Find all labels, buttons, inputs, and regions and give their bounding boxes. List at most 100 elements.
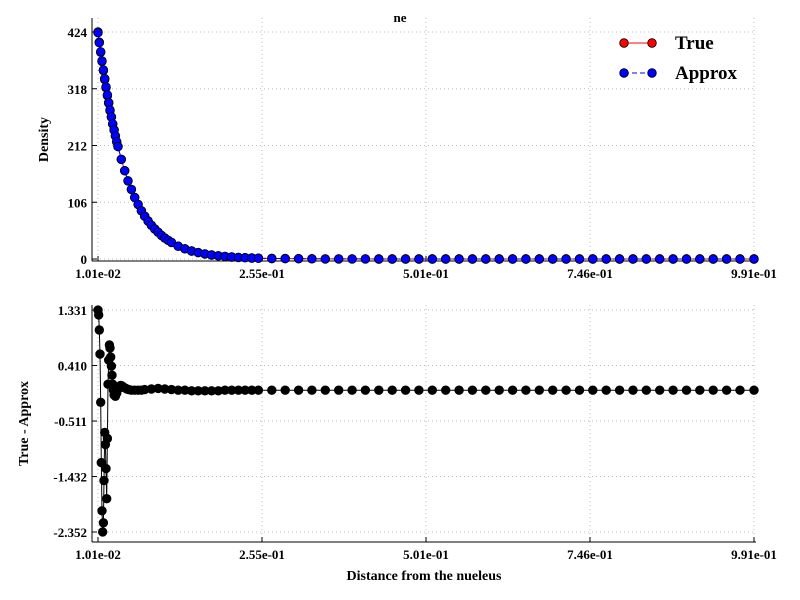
data-point <box>119 165 130 176</box>
data-point <box>521 385 531 395</box>
y-tick-label: -2.352 <box>53 525 87 540</box>
data-point <box>93 310 104 320</box>
data-point <box>267 385 277 395</box>
data-point <box>561 385 571 395</box>
data-point <box>98 518 109 528</box>
y-tick-label: -0.511 <box>54 414 87 429</box>
data-point <box>106 361 117 371</box>
data-point <box>454 385 464 395</box>
data-point <box>94 325 105 335</box>
density-panel: 1.01e-02 2.55e-01 5.01e-01 7.46e-01 9.91e-01… <box>37 10 777 281</box>
data-point <box>99 475 109 486</box>
data-point <box>95 397 106 408</box>
y-tick-label: 1.331 <box>58 303 87 318</box>
data-point <box>655 385 665 395</box>
x-tick-label: 9.91e-01 <box>731 266 777 281</box>
data-point <box>494 385 504 395</box>
data-point <box>681 385 692 395</box>
data-point <box>93 28 103 38</box>
legend: True Approx <box>619 33 737 84</box>
data-point <box>253 385 264 395</box>
data-point <box>414 385 424 395</box>
data-point <box>507 385 518 395</box>
data-point <box>668 385 678 395</box>
data-point <box>414 254 424 264</box>
x-tick-label: 5.01e-01 <box>403 266 449 281</box>
data-point <box>102 433 113 444</box>
data-point <box>521 254 531 264</box>
data-point <box>668 254 678 264</box>
data-point <box>601 254 611 264</box>
data-point <box>628 385 638 395</box>
legend-marker <box>647 68 657 78</box>
data-point <box>320 385 331 395</box>
data-point <box>105 343 115 353</box>
data-point <box>708 254 718 264</box>
data-point <box>749 385 759 395</box>
data-point <box>494 254 504 264</box>
data-point <box>387 385 397 395</box>
data-point <box>307 254 317 264</box>
x-tick-label: 7.46e-01 <box>567 547 613 562</box>
data-point <box>467 385 478 395</box>
data-point <box>280 385 290 395</box>
data-point <box>507 254 518 264</box>
data-point <box>97 56 107 66</box>
x-tick-label: 1.01e-02 <box>75 547 121 562</box>
data-point <box>467 254 478 264</box>
data-point <box>641 385 652 395</box>
y-tick-label: 0.410 <box>58 359 87 374</box>
y-tick-label: 106 <box>68 195 88 210</box>
x-tick-label: 7.46e-01 <box>567 266 613 281</box>
data-point <box>427 385 438 395</box>
data-point <box>574 385 585 395</box>
data-point <box>101 82 111 92</box>
data-point <box>293 385 304 395</box>
data-point <box>481 254 491 264</box>
data-point <box>101 494 112 504</box>
data-point <box>708 385 718 395</box>
data-point <box>454 254 464 264</box>
data-point <box>101 463 111 474</box>
data-point <box>94 38 105 48</box>
data-point <box>116 154 127 165</box>
data-point <box>655 254 665 264</box>
data-point <box>95 47 106 57</box>
data-point <box>126 184 137 195</box>
legend-label: True <box>675 33 714 54</box>
data-point <box>280 253 290 264</box>
legend-label: Approx <box>675 63 737 84</box>
data-point <box>534 385 545 395</box>
data-point <box>374 385 384 395</box>
data-point <box>307 385 317 395</box>
data-point <box>588 385 598 395</box>
data-point <box>614 254 625 264</box>
data-point <box>400 254 411 264</box>
legend-marker <box>647 38 657 48</box>
data-point <box>374 254 384 264</box>
data-point <box>441 254 451 264</box>
data-point <box>95 349 105 359</box>
y-axis-label: True - Approx <box>17 381 32 466</box>
data-point <box>574 254 585 264</box>
data-point <box>681 254 692 264</box>
data-point <box>102 90 113 100</box>
data-point <box>481 385 491 395</box>
data-point <box>548 385 558 395</box>
y-tick-label: -1.432 <box>53 470 87 485</box>
data-point <box>97 506 107 516</box>
x-tick-label: 2.55e-01 <box>239 547 285 562</box>
data-point <box>334 254 344 264</box>
data-point <box>735 385 745 395</box>
x-tick-label: 9.91e-01 <box>731 547 777 562</box>
data-point <box>107 370 117 380</box>
data-point <box>534 254 545 264</box>
data-point <box>293 254 304 264</box>
data-point <box>360 385 371 395</box>
data-point <box>253 253 264 263</box>
data-point <box>614 385 625 395</box>
data-point <box>123 176 133 186</box>
data-point <box>588 254 598 264</box>
x-tick-label: 5.01e-01 <box>403 547 449 562</box>
